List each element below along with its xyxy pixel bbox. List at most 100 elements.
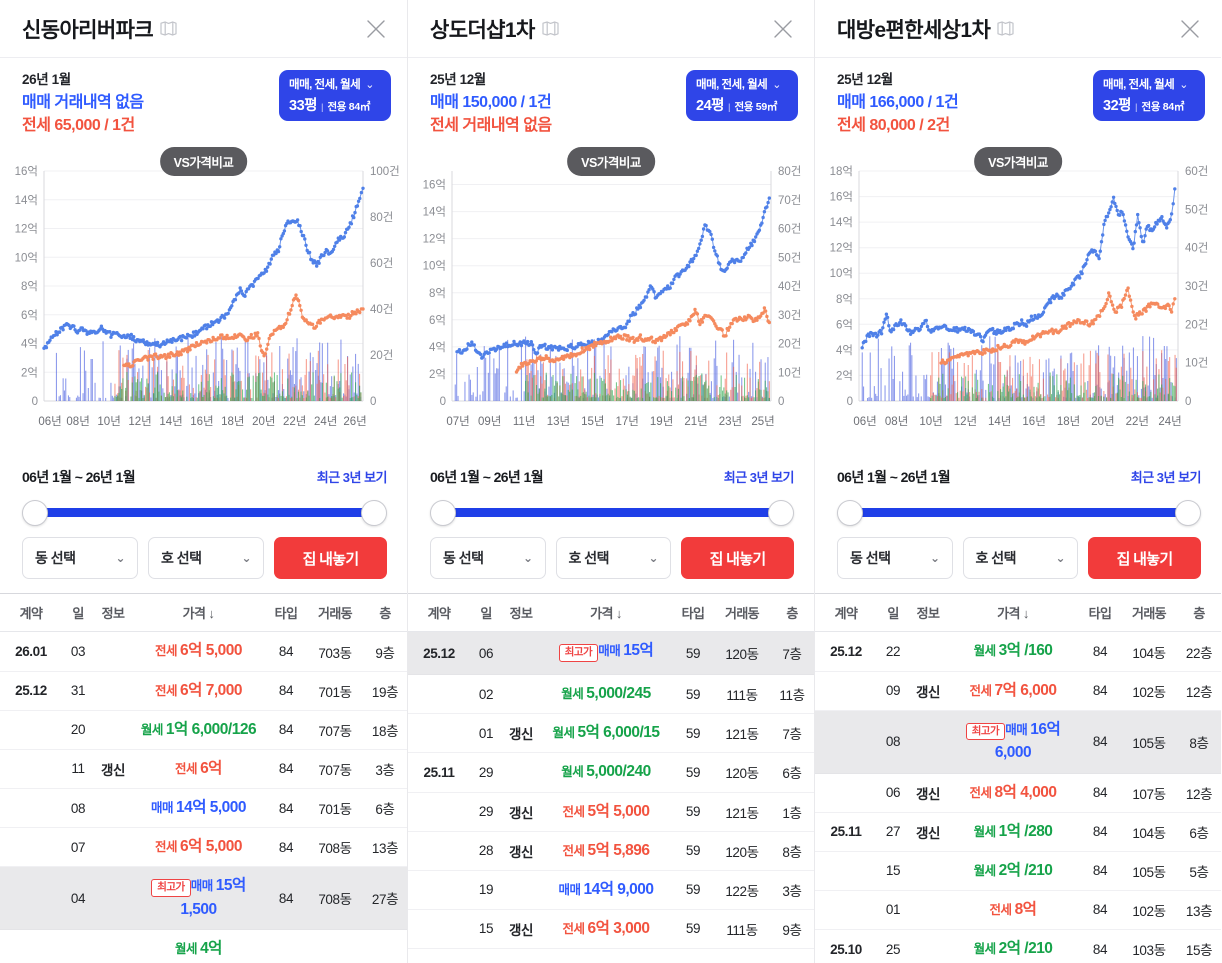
- table-header-day[interactable]: 일: [877, 593, 909, 633]
- table-header-floor[interactable]: 층: [770, 593, 814, 633]
- table-row[interactable]: 15 월세 2억 /210 84 105동 5층: [815, 851, 1221, 891]
- table-row[interactable]: 26.01 03 전세 6억 5,000 84 703동 9층: [0, 631, 407, 672]
- table-header-info[interactable]: 정보: [502, 593, 540, 633]
- deal-type-badge[interactable]: 매매, 전세, 월세 ⌄ 32평 | 전용 84㎡: [1093, 70, 1205, 121]
- close-button[interactable]: [361, 14, 391, 44]
- table-header-building[interactable]: 거래동: [307, 593, 363, 633]
- table-header-price[interactable]: 가격 ↓: [540, 593, 672, 633]
- table-header-info[interactable]: 정보: [94, 593, 132, 633]
- slider-knob-end[interactable]: [768, 500, 794, 527]
- cell-day: 25: [877, 929, 909, 963]
- table-row[interactable]: 25.12 06 최고가 매매 15억 59 120동 7층: [408, 631, 814, 676]
- list-my-home-button[interactable]: 집 내놓기: [681, 537, 794, 580]
- table-header-type[interactable]: 타입: [672, 593, 714, 633]
- cell-day: 04: [62, 866, 94, 931]
- controls-row: 동 선택 ⌄ 호 선택 ⌄ 집 내놓기: [0, 529, 407, 593]
- slider-knob-start[interactable]: [837, 500, 863, 527]
- table-header-floor[interactable]: 층: [1177, 593, 1221, 633]
- table-row[interactable]: 월세 4억: [0, 929, 407, 963]
- table-header-building[interactable]: 거래동: [1121, 593, 1177, 633]
- cell-contract-month: [815, 851, 877, 891]
- svg-text:12억: 12억: [423, 233, 446, 246]
- cell-type: 59: [672, 831, 714, 871]
- map-book-icon[interactable]: [542, 21, 559, 36]
- table-row[interactable]: 01 전세 8억 84 102동 13층: [815, 890, 1221, 931]
- table-row[interactable]: 09 갱신 전세 7억 6,000 84 102동 12층: [815, 671, 1221, 711]
- list-my-home-button[interactable]: 집 내놓기: [274, 537, 387, 580]
- unit-select[interactable]: 호 선택 ⌄: [148, 537, 264, 580]
- table-row[interactable]: 11 갱신 전세 6억 84 707동 3층: [0, 749, 407, 790]
- table-header-floor[interactable]: 층: [363, 593, 407, 633]
- table-row[interactable]: 08 최고가 매매 16억 6,000 84 105동 8층: [815, 710, 1221, 774]
- table-header-building[interactable]: 거래동: [714, 593, 770, 633]
- table-header-day[interactable]: 일: [470, 593, 502, 633]
- table-row[interactable]: 19 매매 14억 9,000 59 122동 3층: [408, 870, 814, 910]
- slider-knob-start[interactable]: [22, 500, 48, 527]
- period-range-slider[interactable]: [430, 495, 794, 529]
- svg-text:25년: 25년: [751, 415, 774, 428]
- period-range-slider[interactable]: [837, 495, 1201, 529]
- table-header-price[interactable]: 가격 ↓: [947, 593, 1079, 633]
- table-header-type[interactable]: 타입: [1079, 593, 1121, 633]
- slider-knob-end[interactable]: [361, 500, 387, 527]
- svg-text:8억: 8억: [21, 280, 38, 293]
- cell-contract-month: [0, 827, 62, 868]
- list-my-home-button[interactable]: 집 내놓기: [1088, 537, 1201, 580]
- close-icon: [367, 19, 385, 38]
- slider-knob-start[interactable]: [430, 500, 456, 527]
- table-header-info[interactable]: 정보: [909, 593, 947, 633]
- price-comparison-chart: 18억 16억 14억 12억 10억 8억 6억 4억 2억 0 60건 50건 40건 30건 20건 1…: [830, 165, 1209, 428]
- recent-3-years-link[interactable]: 최근 3년 보기: [1130, 470, 1202, 486]
- period-range-slider[interactable]: [22, 495, 387, 529]
- table-row[interactable]: 20 월세 1억 6,000/126 84 707동 18층: [0, 710, 407, 750]
- unit-select[interactable]: 호 선택 ⌄: [962, 537, 1078, 580]
- chevron-down-icon: ⌄: [929, 551, 940, 566]
- slider-knob-end[interactable]: [1175, 500, 1201, 527]
- table-row[interactable]: 25.10 25 월세 2억 /210 84 103동 15층: [815, 929, 1221, 963]
- table-row[interactable]: 01 갱신 월세 5억 6,000/15 59 121동 7층: [408, 713, 814, 754]
- summary-lease-line: 전세 거래내역 없음: [430, 116, 552, 134]
- building-select[interactable]: 동 선택 ⌄: [430, 537, 546, 580]
- close-button[interactable]: [1175, 14, 1205, 44]
- price-kind-label: 전세: [155, 840, 178, 855]
- recent-3-years-link[interactable]: 최근 3년 보기: [723, 470, 795, 486]
- table-row[interactable]: 25.12 22 월세 3억 /160 84 104동 22층: [815, 631, 1221, 672]
- table-row[interactable]: 28 갱신 전세 5억 5,896 59 120동 8층: [408, 831, 814, 871]
- svg-text:50건: 50건: [1185, 204, 1208, 217]
- range-period-label: 06년 1월 ~ 26년 1월: [22, 469, 136, 486]
- deal-type-badge[interactable]: 매매, 전세, 월세 ⌄ 33평 | 전용 84㎡: [279, 70, 391, 121]
- deal-type-badge[interactable]: 매매, 전세, 월세 ⌄ 24평 | 전용 59㎡: [686, 70, 798, 121]
- table-row[interactable]: 29 갱신 전세 5억 5,000 59 121동 1층: [408, 792, 814, 832]
- table-header-contract[interactable]: 계약: [0, 593, 62, 633]
- cell-type: 59: [672, 909, 714, 950]
- table-header-contract[interactable]: 계약: [408, 593, 470, 633]
- building-select[interactable]: 동 선택 ⌄: [22, 537, 138, 580]
- table-row[interactable]: 25.12 31 전세 6억 7,000 84 701동 19층: [0, 671, 407, 711]
- recent-3-years-link[interactable]: 최근 3년 보기: [316, 470, 388, 486]
- table-header-day[interactable]: 일: [62, 593, 94, 633]
- cell-contract-month: 25.12: [0, 671, 62, 711]
- vs-price-compare-pill[interactable]: VS가격비교: [974, 147, 1062, 177]
- table-header-type[interactable]: 타입: [265, 593, 307, 633]
- map-book-icon[interactable]: [160, 21, 177, 36]
- table-row[interactable]: 06 갱신 전세 8억 4,000 84 107동 12층: [815, 773, 1221, 813]
- unit-select[interactable]: 호 선택 ⌄: [555, 537, 671, 580]
- svg-text:60건: 60건: [778, 223, 801, 236]
- table-header-contract[interactable]: 계약: [815, 593, 877, 633]
- table-row[interactable]: 15 갱신 전세 6억 3,000 59 111동 9층: [408, 909, 814, 950]
- table-row[interactable]: 07 전세 6억 5,000 84 708동 13층: [0, 827, 407, 868]
- svg-text:20건: 20건: [370, 349, 393, 362]
- svg-text:30건: 30건: [778, 309, 801, 322]
- table-row[interactable]: 08 매매 14억 5,000 84 701동 6층: [0, 788, 407, 829]
- vs-price-compare-pill[interactable]: VS가격비교: [159, 147, 248, 177]
- building-select[interactable]: 동 선택 ⌄: [837, 537, 953, 580]
- table-row[interactable]: 04 최고가 매매 15억 1,500 84 708동 27층: [0, 866, 407, 931]
- table-row[interactable]: 25.11 29 월세 5,000/240 59 120동 6층: [408, 752, 814, 793]
- close-button[interactable]: [768, 14, 798, 44]
- vs-price-compare-pill[interactable]: VS가격비교: [567, 147, 655, 177]
- map-book-icon[interactable]: [997, 21, 1014, 36]
- table-row[interactable]: 25.11 27 갱신 월세 1억 /280 84 104동 6층: [815, 812, 1221, 852]
- svg-text:60건: 60건: [370, 257, 393, 270]
- table-row[interactable]: 02 월세 5,000/245 59 111동 11층: [408, 674, 814, 715]
- table-header-price[interactable]: 가격 ↓: [132, 593, 265, 633]
